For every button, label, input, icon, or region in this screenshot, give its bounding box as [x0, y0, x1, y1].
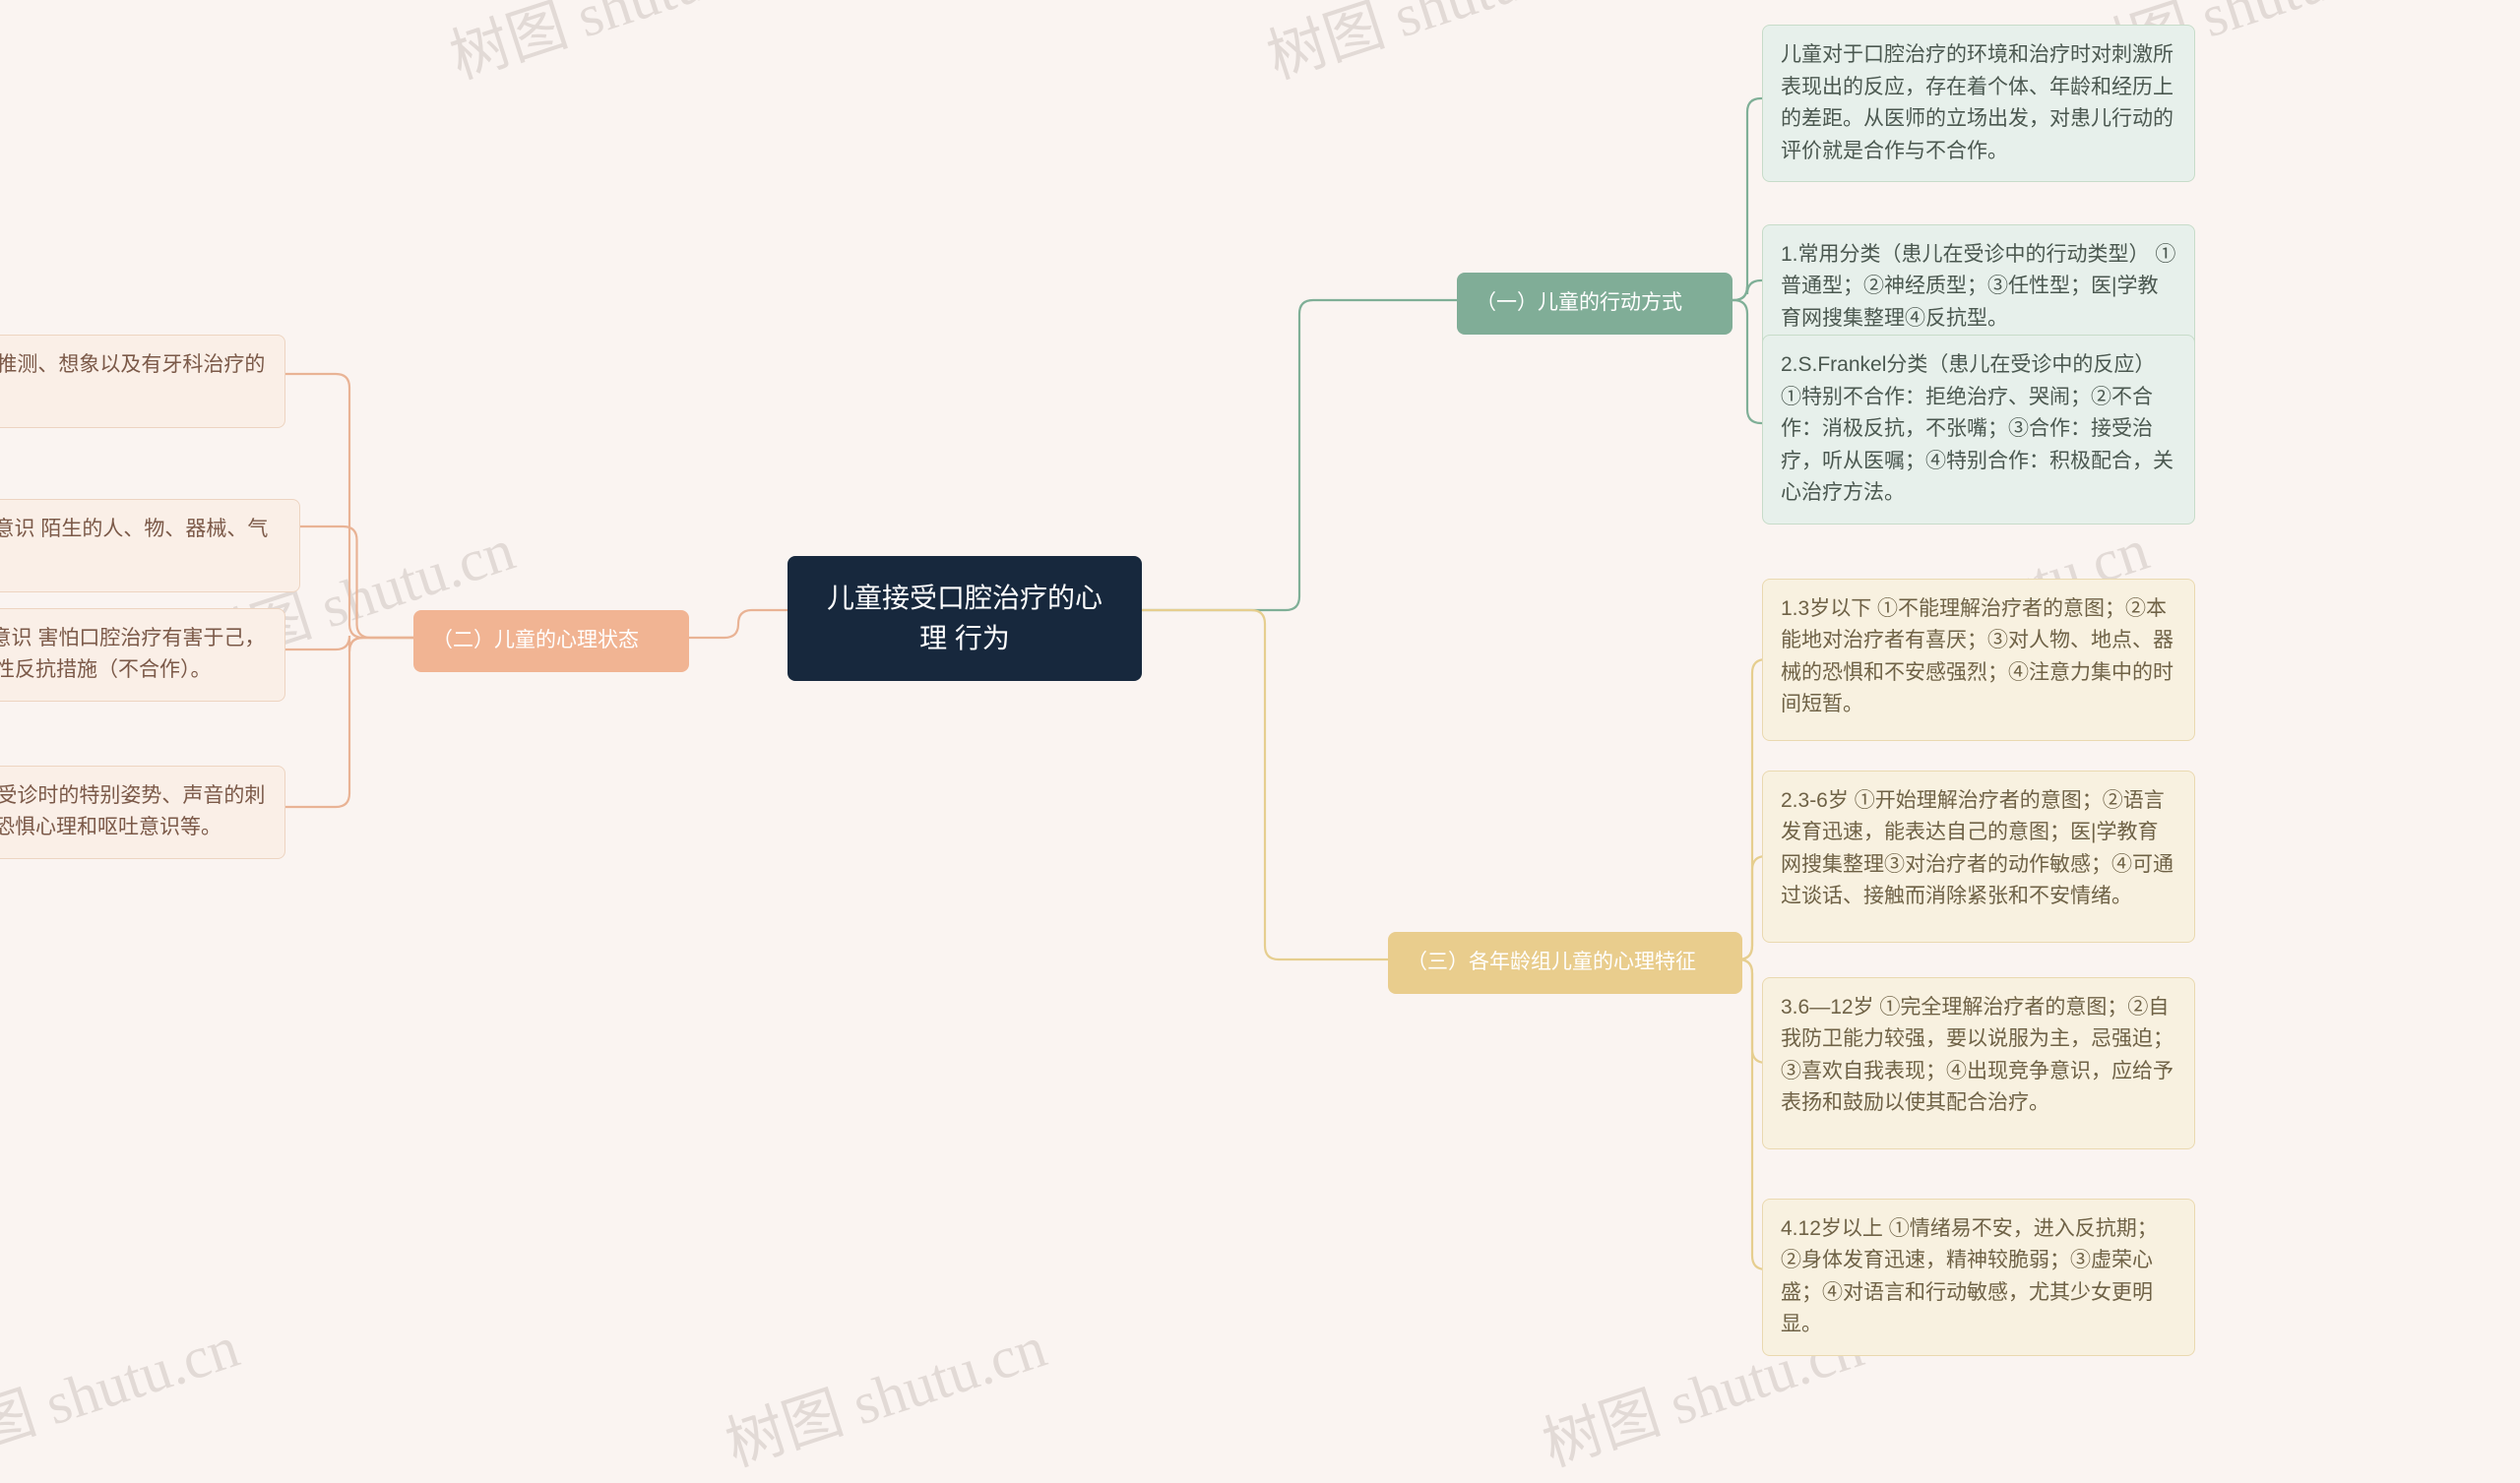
leaf-2b[interactable]: 2.环境意识 陌生的人、物、器械、气味。	[0, 499, 300, 592]
branch-1-text: （一）儿童的行动方式	[1476, 291, 1682, 314]
connector	[1732, 300, 1762, 423]
leaf-2a[interactable]: 1.疼痛意识 推测、想象以及有牙科治疗的经历。	[0, 335, 285, 428]
leaf-2c-text: 3.自我保护意识 害怕口腔治疗有害于己，而采取防卫性反抗措施（不合作）。	[0, 627, 265, 682]
leaf-3d-text: 4.12岁以上 ①情绪易不安，进入反抗期；②身体发育迅速，精神较脆弱；③虚荣心盛…	[1781, 1217, 2158, 1336]
connector	[285, 374, 413, 638]
leaf-1a-text: 儿童对于口腔治疗的环境和治疗时对刺激所表现出的反应，存在着个体、年龄和经历上的差…	[1781, 43, 2174, 162]
leaf-1b-text: 1.常用分类（患儿在受诊中的行动类型） ①普通型；②神经质型；③任性型；医|学教…	[1781, 243, 2175, 330]
connector	[1142, 300, 1457, 610]
leaf-3a[interactable]: 1.3岁以下 ①不能理解治疗者的意图；②本能地对治疗者有喜厌；③对人物、地点、器…	[1762, 579, 2195, 741]
branch-2[interactable]: （二）儿童的心理状态	[413, 610, 689, 672]
leaf-3b-text: 2.3-6岁 ①开始理解治疗者的意图；②语言发育迅速，能表达自己的意图；医|学教…	[1781, 789, 2174, 908]
leaf-2d-text: 4.其他意识 受诊时的特别姿势、声音的刺激而诱发的恐惧心理和呕吐意识等。	[0, 784, 265, 839]
connector	[1142, 610, 1388, 959]
branch-3-text: （三）各年龄组儿童的心理特征	[1407, 951, 1696, 973]
connector	[1732, 98, 1762, 300]
leaf-3c[interactable]: 3.6—12岁 ①完全理解治疗者的意图；②自我防卫能力较强，要以说服为主，忌强迫…	[1762, 977, 2195, 1149]
root-text: 儿童接受口腔治疗的心理 行为	[827, 583, 1102, 653]
watermark: 树图 shutu.cn	[438, 0, 780, 95]
leaf-3b[interactable]: 2.3-6岁 ①开始理解治疗者的意图；②语言发育迅速，能表达自己的意图；医|学教…	[1762, 771, 2195, 943]
leaf-1c[interactable]: 2.S.Frankel分类（患儿在受诊中的反应） ①特别不合作：拒绝治疗、哭闹；…	[1762, 335, 2195, 525]
watermark: 树图 shutu.cn	[714, 1299, 1055, 1483]
leaf-2a-text: 1.疼痛意识 推测、想象以及有牙科治疗的经历。	[0, 353, 265, 408]
leaf-1c-text: 2.S.Frankel分类（患儿在受诊中的反应） ①特别不合作：拒绝治疗、哭闹；…	[1781, 353, 2174, 504]
branch-2-text: （二）儿童的心理状态	[432, 629, 639, 651]
connector	[300, 526, 413, 638]
leaf-1b[interactable]: 1.常用分类（患儿在受诊中的行动类型） ①普通型；②神经质型；③任性型；医|学教…	[1762, 224, 2195, 350]
connector	[1732, 280, 1762, 300]
leaf-2c[interactable]: 3.自我保护意识 害怕口腔治疗有害于己，而采取防卫性反抗措施（不合作）。	[0, 608, 285, 702]
leaf-2d[interactable]: 4.其他意识 受诊时的特别姿势、声音的刺激而诱发的恐惧心理和呕吐意识等。	[0, 766, 285, 859]
leaf-3d[interactable]: 4.12岁以上 ①情绪易不安，进入反抗期；②身体发育迅速，精神较脆弱；③虚荣心盛…	[1762, 1199, 2195, 1356]
branch-3[interactable]: （三）各年龄组儿童的心理特征	[1388, 932, 1742, 994]
leaf-3c-text: 3.6—12岁 ①完全理解治疗者的意图；②自我防卫能力较强，要以说服为主，忌强迫…	[1781, 996, 2174, 1115]
branch-1[interactable]: （一）儿童的行动方式	[1457, 273, 1732, 335]
connector	[285, 638, 413, 807]
leaf-2b-text: 2.环境意识 陌生的人、物、器械、气味。	[0, 518, 268, 573]
root-node[interactable]: 儿童接受口腔治疗的心理 行为	[788, 556, 1142, 681]
watermark: 树图 shutu.cn	[1255, 0, 1597, 95]
leaf-3a-text: 1.3岁以下 ①不能理解治疗者的意图；②本能地对治疗者有喜厌；③对人物、地点、器…	[1781, 597, 2174, 716]
leaf-1a[interactable]: 儿童对于口腔治疗的环境和治疗时对刺激所表现出的反应，存在着个体、年龄和经历上的差…	[1762, 25, 2195, 182]
watermark: 树图 shutu.cn	[0, 1299, 248, 1483]
connector	[689, 610, 788, 638]
connector	[285, 636, 413, 651]
